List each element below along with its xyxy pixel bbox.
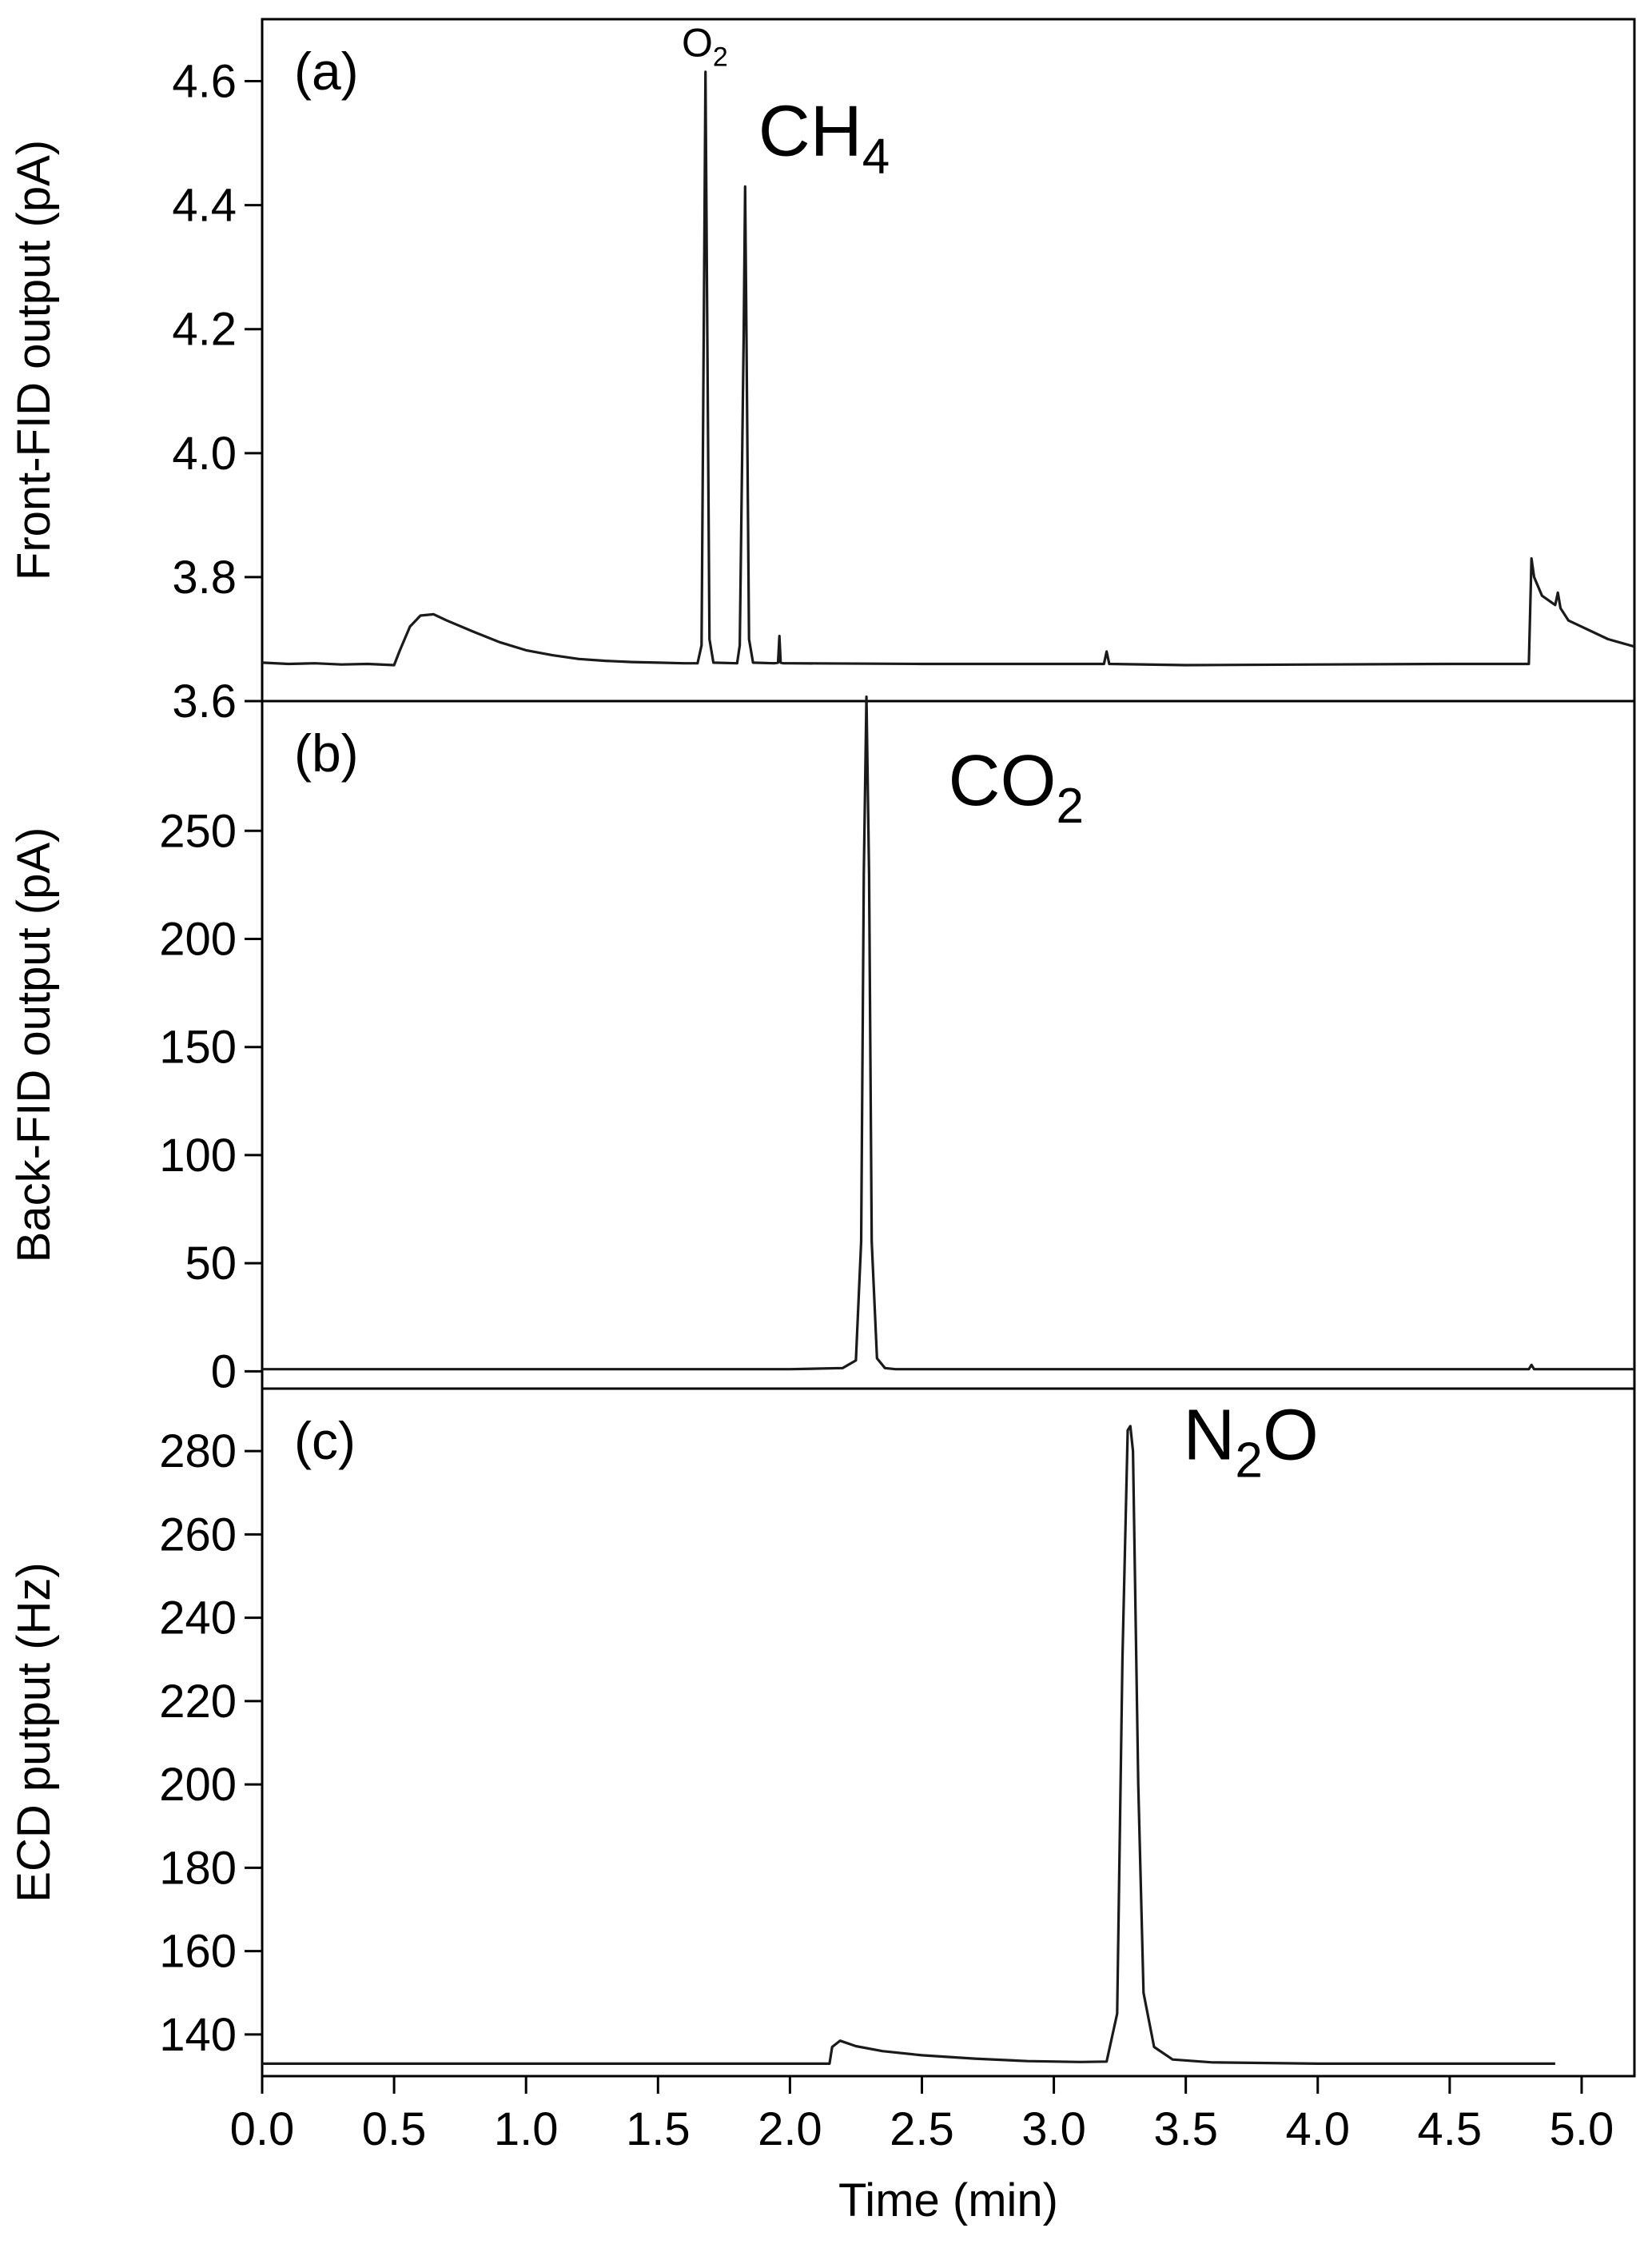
y-tick-label: 3.6 xyxy=(172,676,237,727)
x-tick-label: 2.0 xyxy=(758,2103,822,2155)
y-tick-label: 0 xyxy=(211,1345,237,1397)
x-tick-label: 4.0 xyxy=(1285,2103,1350,2155)
series-line xyxy=(262,1425,1555,2065)
panel-3: 140 160 180 200 220 240 260 280 ECD putput (Hz) (… xyxy=(8,1387,1636,2078)
x-axis: 0.0 0.5 1.0 1.5 2.0 2.5 3.0 3.5 4.0 4.5 5.0 Time (m… xyxy=(230,2076,1614,2226)
panel-label: (b) xyxy=(294,723,359,783)
series-line xyxy=(262,696,1634,1371)
plot-frame xyxy=(261,18,1636,703)
x-axis-label: Time (min) xyxy=(838,2174,1058,2226)
ch4-label-main: CH xyxy=(758,92,862,172)
y-axis-label: Front-FID output (pA) xyxy=(8,140,60,580)
y-tick-label: 250 xyxy=(159,805,237,857)
plot-frame xyxy=(261,1387,1636,2078)
y-axis-label: ECD putput (Hz) xyxy=(8,1562,60,1902)
y-tick-label: 140 xyxy=(159,2009,237,2061)
panel-label: (a) xyxy=(294,42,359,101)
n2o-label: N2O xyxy=(1183,1396,1319,1489)
co2-label-main: CO xyxy=(949,741,1057,821)
co2-label-subscript: 2 xyxy=(1057,779,1084,834)
panel-label: (c) xyxy=(294,1411,356,1470)
y-tick-label: 3.8 xyxy=(172,552,237,604)
series-line xyxy=(261,70,1635,667)
y-tick-label: 200 xyxy=(159,1759,237,1811)
y-axis-label: Back-FID output (pA) xyxy=(8,827,60,1263)
n2o-label-main: N xyxy=(1183,1396,1235,1476)
y-tick-label: 50 xyxy=(185,1238,237,1289)
x-tick-label: 4.5 xyxy=(1418,2103,1483,2155)
x-tick-label: 1.0 xyxy=(494,2103,559,2155)
y-tick-label: 150 xyxy=(159,1022,237,1074)
panels: 3.6 3.8 4.0 4.2 4.4 4.6 Front-FID output (pA) (… xyxy=(8,18,1636,2078)
y-tick-label: 220 xyxy=(159,1676,237,1728)
x-tick-label: 0.0 xyxy=(230,2103,295,2155)
y-tick-label: 240 xyxy=(159,1592,237,1644)
x-tick-label: 5.0 xyxy=(1550,2103,1614,2155)
x-tick-label: 2.5 xyxy=(890,2103,954,2155)
y-tick-label: 4.4 xyxy=(172,180,237,232)
y-tick-label: 100 xyxy=(159,1130,237,1182)
n2o-label-subscript: 2 xyxy=(1235,1433,1262,1489)
y-tick-label: 4.0 xyxy=(172,428,237,480)
o2-label-main: O xyxy=(682,21,713,66)
ch4-label-subscript: 4 xyxy=(862,130,890,185)
co2-label: CO2 xyxy=(949,741,1084,834)
n2o-label-tail: O xyxy=(1263,1396,1319,1476)
y-tick-label: 180 xyxy=(159,1842,237,1894)
ch4-label: CH4 xyxy=(758,92,890,185)
x-tick-label: 3.5 xyxy=(1153,2103,1218,2155)
o2-label-subscript: 2 xyxy=(713,42,728,73)
panel-2: 0 50 100 150 200 250 Back-FID output (pA) (b) CO… xyxy=(8,696,1636,1397)
y-tick-label: 4.6 xyxy=(172,56,237,108)
o2-label: O2 xyxy=(682,21,728,73)
y-tick-label: 4.2 xyxy=(172,304,237,356)
x-tick-label: 0.5 xyxy=(362,2103,427,2155)
y-tick-label: 200 xyxy=(159,913,237,965)
y-tick-label: 160 xyxy=(159,1926,237,1978)
x-tick-label: 1.5 xyxy=(626,2103,691,2155)
panel-1: 3.6 3.8 4.0 4.2 4.4 4.6 Front-FID output (pA) (… xyxy=(8,18,1636,727)
y-tick-label: 260 xyxy=(159,1509,237,1560)
x-tick-label: 3.0 xyxy=(1021,2103,1086,2155)
y-tick-label: 280 xyxy=(159,1425,237,1477)
